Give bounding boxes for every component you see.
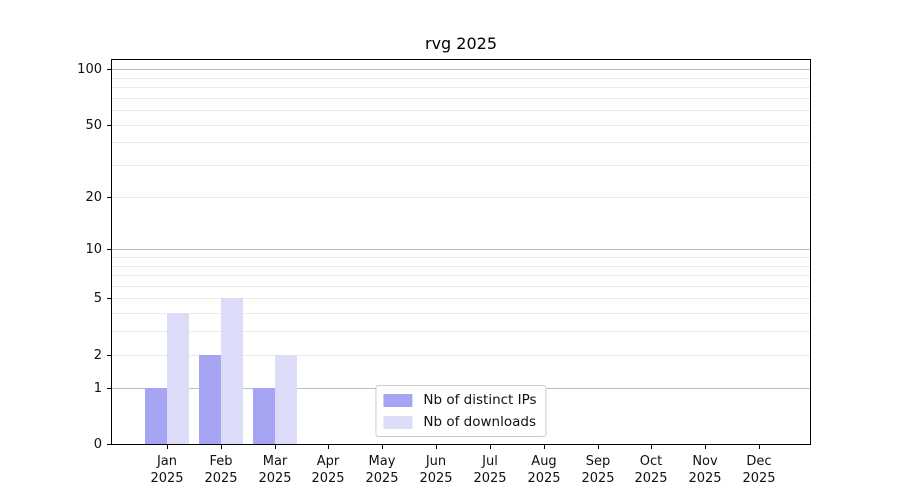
month-label: Nov [692, 454, 718, 469]
y-tick-mark [107, 355, 112, 356]
x-tick-label-sep: Sep 2025 [566, 453, 630, 487]
minor-gridline [112, 266, 810, 267]
legend-swatch-downloads [383, 415, 413, 429]
year-label: 2025 [634, 471, 668, 486]
year-label: 2025 [688, 471, 722, 486]
month-label: May [368, 454, 396, 469]
x-tick-mark [275, 444, 276, 449]
x-tick-label-dec: Dec 2025 [727, 453, 791, 487]
minor-gridline [112, 165, 810, 166]
bar-downloads-mar [275, 355, 297, 444]
y-tick-mark [107, 69, 112, 70]
minor-gridline [112, 355, 810, 356]
year-label: 2025 [473, 471, 507, 486]
x-tick-label-may: May 2025 [350, 453, 414, 487]
x-tick-label-feb: Feb 2025 [189, 453, 253, 487]
y-tick-mark [107, 125, 112, 126]
minor-gridline [112, 110, 810, 111]
minor-gridline [112, 142, 810, 143]
x-tick-label-aug: Aug 2025 [512, 453, 576, 487]
minor-gridline [112, 197, 810, 198]
x-tick-mark [167, 444, 168, 449]
y-tick-label: 5 [93, 291, 102, 306]
y-tick-label: 2 [93, 348, 102, 363]
month-label: Sep [585, 454, 611, 469]
y-tick-label: 100 [77, 62, 102, 77]
minor-gridline [112, 125, 810, 126]
year-label: 2025 [258, 471, 292, 486]
year-label: 2025 [150, 471, 184, 486]
x-tick-mark [382, 444, 383, 449]
legend-item: Nb of distinct IPs [383, 392, 537, 408]
minor-gridline [112, 313, 810, 314]
month-label: Oct [639, 454, 663, 469]
x-tick-mark [651, 444, 652, 449]
legend-label: Nb of distinct IPs [423, 392, 537, 408]
x-tick-label-jun: Jun 2025 [404, 453, 468, 487]
x-tick-mark [436, 444, 437, 449]
y-tick-mark [107, 249, 112, 250]
major-gridline [112, 69, 810, 70]
year-label: 2025 [365, 471, 399, 486]
x-tick-label-oct: Oct 2025 [619, 453, 683, 487]
y-tick-mark [107, 388, 112, 389]
year-label: 2025 [527, 471, 561, 486]
x-tick-mark [759, 444, 760, 449]
y-tick-label: 10 [85, 242, 102, 257]
month-label: Feb [209, 454, 233, 469]
bar-distinct-ips-jan [145, 388, 167, 444]
minor-gridline [112, 298, 810, 299]
x-tick-mark [598, 444, 599, 449]
month-label: Apr [316, 454, 340, 469]
x-tick-mark [490, 444, 491, 449]
year-label: 2025 [419, 471, 453, 486]
minor-gridline [112, 98, 810, 99]
month-label: Jul [482, 454, 498, 469]
y-tick-label: 20 [85, 190, 102, 205]
chart-title: rvg 2025 [424, 34, 497, 53]
x-tick-mark [705, 444, 706, 449]
bar-distinct-ips-mar [253, 388, 275, 444]
y-tick-label: 50 [85, 118, 102, 133]
year-label: 2025 [581, 471, 615, 486]
bar-downloads-feb [221, 298, 243, 444]
x-tick-label-jul: Jul 2025 [458, 453, 522, 487]
year-label: 2025 [311, 471, 345, 486]
minor-gridline [112, 275, 810, 276]
bar-downloads-jan [167, 313, 189, 444]
x-tick-mark [544, 444, 545, 449]
x-tick-mark [221, 444, 222, 449]
minor-gridline [112, 286, 810, 287]
month-label: Mar [262, 454, 288, 469]
minor-gridline [112, 331, 810, 332]
month-label: Dec [746, 454, 772, 469]
x-tick-label-apr: Apr 2025 [296, 453, 360, 487]
minor-gridline [112, 78, 810, 79]
plot-area: 0 1 2 5 10 20 50 100 Jan 2025 Feb 2025 Mar 2025 Apr 20… [77, 59, 811, 486]
x-tick-label-jan: Jan 2025 [135, 453, 199, 487]
month-label: Jan [156, 454, 178, 469]
y-tick-mark [107, 444, 112, 445]
bar-distinct-ips-feb [199, 355, 221, 444]
y-tick-mark [107, 197, 112, 198]
major-gridline [112, 249, 810, 250]
legend-swatch-distinct-ips [383, 393, 413, 407]
month-label: Aug [531, 454, 557, 469]
y-tick-label: 0 [93, 437, 102, 452]
y-tick-mark [107, 298, 112, 299]
minor-gridline [112, 257, 810, 258]
x-tick-label-nov: Nov 2025 [673, 453, 737, 487]
y-tick-label: 1 [93, 381, 102, 396]
x-tick-mark [328, 444, 329, 449]
x-tick-label-mar: Mar 2025 [243, 453, 307, 487]
legend-label: Nb of downloads [423, 414, 536, 430]
minor-gridline [112, 87, 810, 88]
legend: Nb of distinct IPs Nb of downloads [375, 385, 547, 437]
month-label: Jun [425, 454, 447, 469]
year-label: 2025 [742, 471, 776, 486]
year-label: 2025 [204, 471, 238, 486]
legend-item: Nb of downloads [383, 414, 536, 430]
